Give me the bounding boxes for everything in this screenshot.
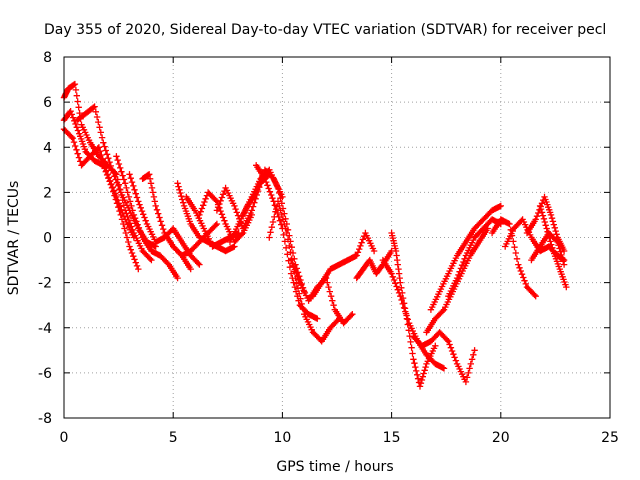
y-tick-label: 8 (43, 50, 52, 66)
y-tick-label: 2 (43, 185, 52, 201)
satellite-track-25 (445, 216, 504, 300)
grid (64, 57, 610, 418)
data-point-markers (528, 229, 568, 268)
data-point-markers (126, 171, 203, 268)
x-tick-label: 5 (169, 430, 178, 446)
x-tick-label: 10 (273, 430, 291, 446)
x-tick-label: 25 (601, 430, 619, 446)
data-point-markers (353, 247, 395, 282)
x-tick-label: 0 (60, 430, 69, 446)
x-axis-label: GPS time / hours (276, 459, 393, 475)
data-point-markers (213, 171, 273, 232)
axis-ticks (63, 56, 611, 419)
satellite-track-18 (309, 229, 378, 300)
y-tick-label: 4 (43, 140, 52, 156)
data-point-markers (423, 225, 491, 336)
satellite-track-22 (410, 329, 478, 386)
y-tick-label: -2 (38, 276, 52, 292)
chart-title: Day 355 of 2020, Sidereal Day-to-day VTE… (44, 22, 606, 38)
satellite-track-23 (423, 225, 491, 336)
satellite-track-19 (353, 247, 395, 282)
y-tick-label: -4 (38, 321, 52, 337)
y-tick-label: 0 (43, 231, 52, 247)
y-tick-label: -8 (38, 411, 52, 427)
data-point-markers (309, 229, 378, 300)
satellite-track-30 (528, 229, 568, 268)
data-point-markers (427, 202, 504, 313)
x-tick-label: 20 (492, 430, 510, 446)
y-tick-label: -6 (38, 366, 52, 382)
satellite-track-5 (113, 153, 181, 282)
satellite-track-24 (427, 202, 504, 313)
y-tick-labels: -8 -6 -4 -2 0 2 4 6 8 (38, 50, 52, 427)
data-point-markers (113, 153, 181, 282)
x-tick-label: 15 (383, 430, 401, 446)
data-point-markers (445, 216, 504, 300)
data-point-markers (410, 329, 478, 386)
x-tick-labels: 0 5 10 15 20 25 (60, 430, 619, 446)
satellite-track-6 (126, 171, 203, 268)
y-axis-label: SDTVAR / TECUs (6, 181, 22, 296)
y-tick-label: 6 (43, 95, 52, 111)
satellite-track-12 (213, 171, 273, 232)
data-markers (60, 80, 570, 390)
